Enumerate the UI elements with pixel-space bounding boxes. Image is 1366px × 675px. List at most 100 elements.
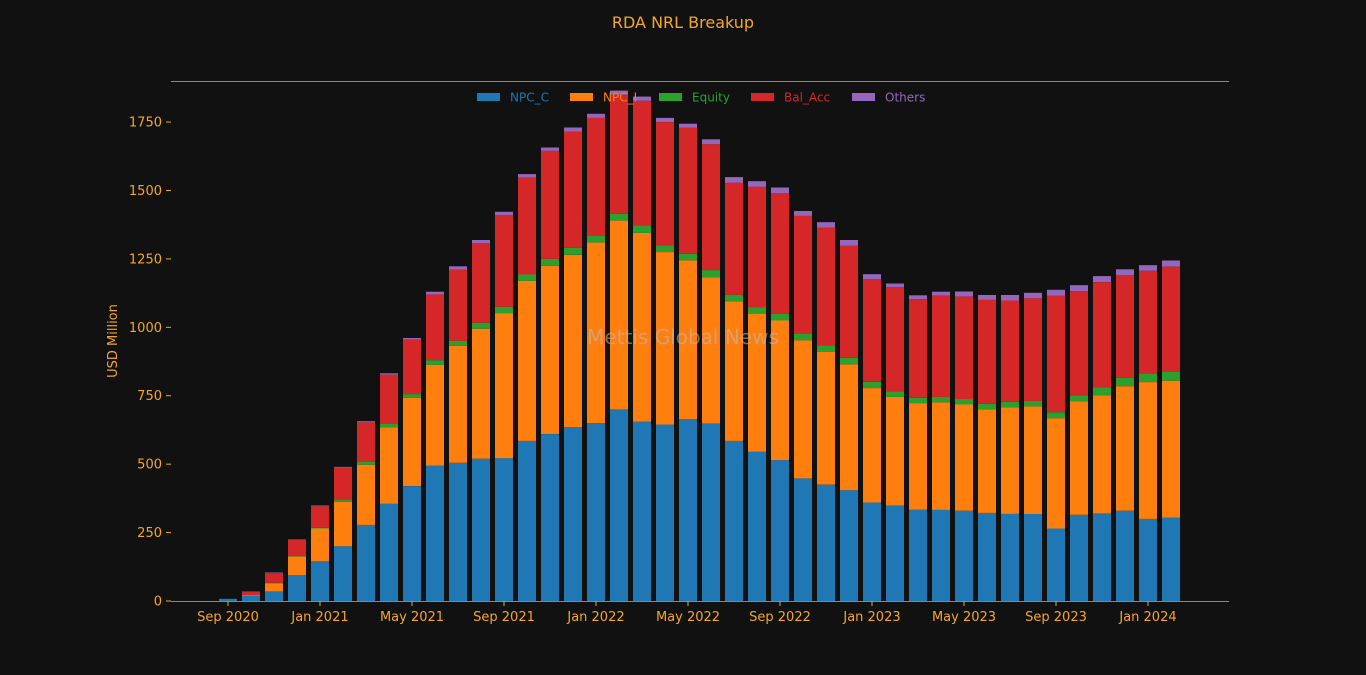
bar-bal-acc-2022-05	[679, 127, 697, 254]
bar-npc-c-2023-07	[1001, 514, 1019, 601]
bar-bal-acc-2021-02	[334, 467, 352, 500]
bar-others-2022-02	[610, 90, 628, 95]
y-tick-label-0: 0	[154, 595, 162, 610]
bar-bal-acc-2024-01	[1139, 270, 1157, 374]
bar-bal-acc-2021-12	[564, 131, 582, 248]
bar-npc-i-2021-08	[472, 328, 490, 459]
bar-npc-c-2022-05	[679, 419, 697, 601]
bar-equity-2021-01	[311, 527, 329, 529]
bar-npc-c-2022-02	[610, 409, 628, 601]
bar-npc-i-2022-02	[610, 220, 628, 410]
bar-equity-2023-10	[1070, 395, 1088, 402]
bar-others-2023-11	[1093, 276, 1111, 283]
bar-equity-2023-05	[955, 399, 973, 405]
bar-equity-2021-09	[495, 306, 513, 314]
bar-bal-acc-2022-06	[702, 144, 720, 271]
bar-others-2023-09	[1047, 289, 1065, 296]
bar-others-2021-02	[334, 466, 352, 468]
bar-bal-acc-2023-07	[1001, 300, 1019, 402]
bar-others-2022-10	[794, 211, 812, 216]
bar-npc-i-2021-11	[541, 265, 559, 434]
bar-others-2021-07	[449, 266, 467, 270]
bar-bal-acc-2021-07	[449, 269, 467, 341]
bar-npc-c-2022-01	[587, 423, 605, 601]
bar-npc-i-2022-12	[840, 364, 858, 491]
bar-npc-c-2021-09	[495, 458, 513, 601]
legend-swatch-others	[852, 93, 875, 101]
bar-equity-2022-09	[771, 313, 789, 321]
bar-npc-i-2021-01	[311, 528, 329, 562]
bar-npc-i-2022-01	[587, 242, 605, 424]
bar-npc-c-2021-03	[357, 524, 375, 601]
bar-npc-i-2020-11	[265, 583, 283, 592]
bar-npc-c-2022-03	[633, 421, 651, 601]
bar-equity-2020-11	[265, 582, 283, 584]
bar-npc-c-2023-08	[1024, 514, 1042, 601]
bar-others-2021-08	[472, 240, 490, 244]
bar-npc-c-2021-10	[518, 440, 536, 601]
bar-bal-acc-2022-03	[633, 100, 651, 226]
bar-bal-acc-2022-11	[817, 227, 835, 346]
bar-npc-i-2023-10	[1070, 401, 1088, 515]
bar-npc-i-2021-12	[564, 254, 582, 428]
bar-others-2021-11	[541, 147, 559, 151]
bar-bal-acc-2023-03	[909, 299, 927, 398]
bar-others-2022-07	[725, 177, 743, 183]
bar-others-2023-04	[932, 291, 950, 296]
bar-npc-i-2021-10	[518, 280, 536, 441]
bar-equity-2023-12	[1116, 377, 1134, 387]
bar-equity-2023-07	[1001, 401, 1019, 408]
bar-equity-2022-06	[702, 270, 720, 278]
bar-equity-2021-02	[334, 499, 352, 502]
legend-label-equity: Equity	[692, 91, 730, 105]
bar-npc-c-2020-12	[288, 575, 306, 601]
bar-npc-c-2022-07	[725, 440, 743, 601]
bar-others-2023-02	[886, 283, 904, 288]
legend-swatch-bal-acc	[751, 93, 774, 101]
bar-npc-c-2021-05	[403, 486, 421, 601]
bar-equity-2023-09	[1047, 412, 1065, 419]
bar-others-2024-01	[1139, 265, 1157, 271]
bar-others-2022-03	[633, 96, 651, 101]
bar-npc-c-2022-10	[794, 478, 812, 601]
bar-bal-acc-2022-07	[725, 182, 743, 295]
x-tick-label-2020-09: Sep 2020	[197, 610, 259, 625]
legend-label-npc-i: NPC_I	[603, 91, 637, 105]
bar-npc-i-2022-10	[794, 340, 812, 479]
x-tick-label-2022-05: May 2022	[656, 610, 720, 625]
bar-npc-c-2023-09	[1047, 528, 1065, 601]
bar-equity-2021-11	[541, 258, 559, 266]
bar-bal-acc-2023-11	[1093, 282, 1111, 388]
bar-equity-2022-07	[725, 294, 743, 302]
legend-label-bal-acc: Bal_Acc	[784, 91, 830, 105]
bar-npc-i-2023-09	[1047, 418, 1065, 529]
bar-bal-acc-2020-11	[265, 573, 283, 583]
bar-equity-2022-02	[610, 213, 628, 221]
bar-bal-acc-2020-10	[242, 591, 260, 595]
bar-npc-i-2022-03	[633, 232, 651, 422]
bar-npc-i-2023-11	[1093, 395, 1111, 514]
bar-npc-i-2021-02	[334, 501, 352, 547]
bar-npc-c-2020-09	[219, 598, 237, 601]
bar-npc-i-2020-10	[242, 595, 260, 596]
bar-bal-acc-2024-02	[1162, 266, 1180, 372]
legend-swatch-equity	[659, 93, 682, 101]
bar-npc-i-2021-03	[357, 464, 375, 525]
bar-npc-i-2023-04	[932, 402, 950, 510]
bar-bal-acc-2023-04	[932, 295, 950, 397]
bar-npc-c-2023-11	[1093, 513, 1111, 601]
bar-npc-c-2021-11	[541, 434, 559, 601]
bar-equity-2021-04	[380, 423, 398, 428]
bar-npc-c-2021-07	[449, 462, 467, 601]
bar-npc-i-2023-02	[886, 396, 904, 506]
bar-npc-i-2020-12	[288, 556, 306, 575]
x-tick-label-2021-01: Jan 2021	[290, 610, 348, 625]
bar-equity-2021-05	[403, 394, 421, 398]
bar-npc-i-2021-07	[449, 345, 467, 463]
bar-others-2022-06	[702, 139, 720, 145]
bar-bal-acc-2022-10	[794, 215, 812, 334]
bar-equity-2022-05	[679, 253, 697, 261]
bar-bal-acc-2022-01	[587, 117, 605, 236]
bar-equity-2022-08	[748, 307, 766, 314]
bar-others-2021-10	[518, 174, 536, 178]
